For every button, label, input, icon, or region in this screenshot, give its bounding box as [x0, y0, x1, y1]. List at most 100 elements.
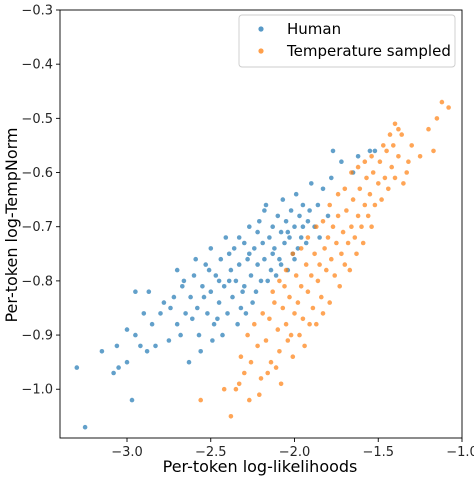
- scatter-point: [335, 191, 341, 197]
- scatter-point: [399, 132, 405, 137]
- scatter-point: [293, 191, 299, 197]
- scatter-point: [362, 159, 368, 164]
- scatter-point: [208, 289, 214, 295]
- scatter-point: [446, 105, 451, 110]
- scatter-point: [255, 262, 260, 267]
- plot-frame: [59, 9, 463, 439]
- series-human: [74, 148, 378, 430]
- scatter-point: [350, 197, 356, 202]
- scatter-point: [339, 159, 344, 164]
- scatter-point: [277, 278, 282, 284]
- scatter-point: [255, 229, 260, 235]
- scatter-point: [257, 392, 262, 398]
- x-tick-label: −2.0: [279, 445, 311, 460]
- scatter-point: [386, 186, 391, 192]
- scatter-point: [355, 154, 361, 159]
- scatter-point: [236, 235, 242, 240]
- scatter-point: [349, 170, 354, 175]
- scatter-point: [149, 321, 155, 327]
- scatter-point: [317, 235, 322, 240]
- scatter-point: [174, 267, 180, 273]
- scatter-point: [168, 305, 173, 311]
- scatter-point: [320, 186, 326, 192]
- scatter-point: [250, 300, 255, 305]
- scatter-point: [270, 251, 276, 257]
- scatter-point: [193, 256, 198, 262]
- scatter-point: [221, 284, 227, 289]
- legend-marker-human: [258, 26, 264, 32]
- legend-marker-temperature-sampled: [258, 48, 264, 54]
- scatter-point: [260, 240, 266, 246]
- scatter-point: [153, 343, 158, 349]
- scatter-point: [270, 224, 276, 229]
- scatter-point: [263, 202, 269, 208]
- scatter-point: [138, 343, 143, 349]
- scatter-point: [190, 316, 195, 322]
- scatter-point: [248, 359, 254, 365]
- scatter-point: [377, 159, 383, 164]
- legend-box: [238, 14, 456, 68]
- scatter-point: [181, 278, 187, 284]
- scatter-point: [265, 278, 271, 284]
- scatter-point: [287, 235, 292, 240]
- scatter-point: [297, 213, 302, 219]
- scatter-point: [252, 321, 257, 327]
- scatter-point: [401, 181, 406, 186]
- scatter-point: [369, 224, 374, 229]
- scatter-point: [283, 219, 289, 224]
- scatter-point: [315, 278, 321, 284]
- scatter-point: [345, 240, 351, 246]
- scatter-point: [396, 126, 401, 132]
- x-tick-label: −2.5: [195, 445, 227, 460]
- scatter-point: [330, 148, 336, 154]
- scatter-point: [236, 381, 242, 387]
- scatter-point: [238, 354, 244, 360]
- scatter-point: [82, 424, 88, 430]
- scatter-point: [201, 294, 207, 300]
- scatter-point: [216, 278, 222, 284]
- scatter-point: [320, 311, 326, 316]
- scatter-point: [216, 300, 222, 305]
- scatter-point: [116, 365, 121, 370]
- scatter-point: [354, 251, 359, 257]
- legend: Human Temperature sampled: [238, 14, 456, 68]
- scatter-point: [300, 224, 306, 229]
- scatter-point: [314, 224, 319, 229]
- scatter-point: [298, 235, 304, 240]
- scatter-point: [242, 240, 247, 246]
- scatter-point: [292, 311, 297, 316]
- scatter-point: [252, 246, 257, 251]
- scatter-point: [309, 181, 314, 186]
- scatter-point: [247, 251, 252, 257]
- scatter-point: [242, 370, 247, 376]
- scatter-point: [404, 170, 410, 175]
- scatter-point: [305, 289, 311, 295]
- scatter-point: [283, 321, 289, 327]
- scatter-point: [258, 278, 264, 284]
- scatter-point: [322, 246, 327, 251]
- scatter-point: [387, 132, 393, 137]
- scatter-point: [282, 284, 287, 289]
- scatter-point: [243, 311, 249, 316]
- x-axis-ticks: −3.0 −2.5 −2.0 −1.5 −1.0: [111, 438, 474, 460]
- scatter-point: [431, 148, 436, 154]
- scatter-point: [295, 300, 301, 305]
- scatter-point: [267, 316, 272, 322]
- scatter-point: [211, 321, 217, 327]
- scatter-point: [233, 278, 239, 284]
- scatter-point: [218, 256, 224, 262]
- scatter-point: [305, 219, 311, 224]
- scatter-point: [146, 289, 152, 295]
- scatter-point: [303, 240, 309, 246]
- scatter-point: [384, 148, 389, 154]
- y-tick-label: −0.5: [21, 112, 53, 127]
- scatter-point: [225, 311, 230, 316]
- scatter-point: [247, 224, 252, 229]
- scatter-point: [335, 213, 341, 219]
- scatter-point: [302, 343, 307, 349]
- scatter-point: [198, 349, 203, 354]
- scatter-point: [324, 267, 329, 273]
- scatter-point: [297, 332, 302, 338]
- scatter-point: [265, 370, 271, 376]
- scatter-point: [275, 327, 281, 332]
